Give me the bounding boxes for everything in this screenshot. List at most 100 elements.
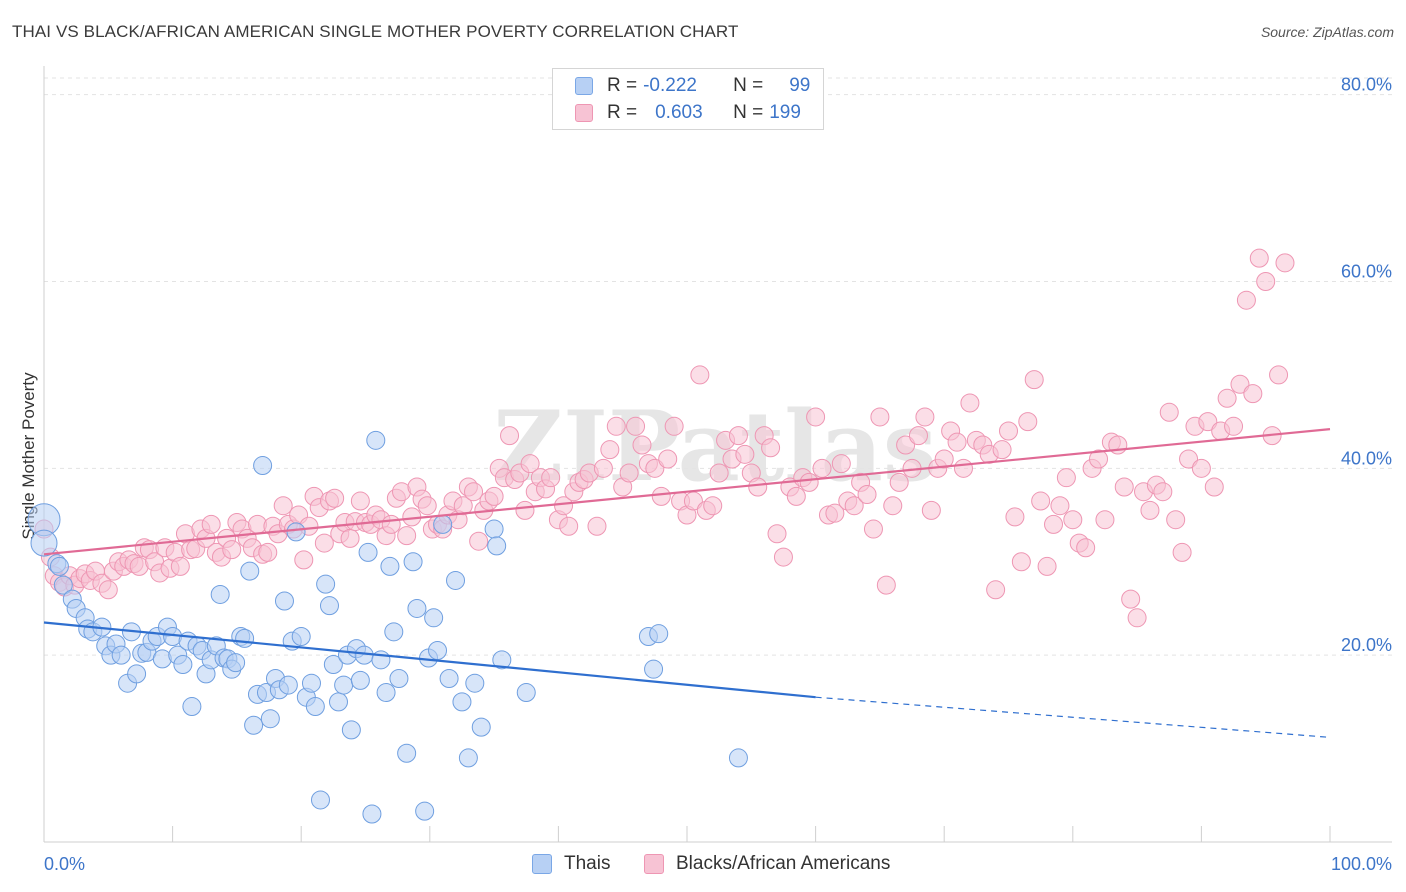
data-point [863,519,883,539]
y-axis-label: Single Mother Poverty [19,372,38,540]
data-point [389,669,409,689]
data-point [703,496,723,516]
r-value: -0.222 [643,75,697,96]
data-point [626,416,646,436]
data-point [439,669,459,689]
data-point [53,575,73,595]
data-point [403,552,423,572]
data-point [644,659,664,679]
data-point [1159,402,1179,422]
y-tick-label: 60.0% [1341,262,1392,282]
data-point [1249,248,1269,268]
data-point [748,477,768,497]
data-point [1063,510,1083,530]
data-point [464,482,484,502]
data-point [316,574,336,594]
data-point [182,697,202,717]
data-point [446,570,466,590]
data-point [1236,290,1256,310]
data-point [222,540,242,560]
data-point [761,438,781,458]
blacks-swatch [575,104,593,122]
data-point [358,542,378,562]
data-point [173,655,193,675]
blacks-legend-swatch [644,854,664,874]
data-point [767,524,787,544]
data-point [314,533,334,553]
data-point [328,692,348,712]
source-label: Source: ZipAtlas.com [1260,24,1394,40]
data-point [825,503,845,523]
blacks-legend-label: Blacks/African Americans [676,853,891,874]
data-point [325,488,345,508]
data-point [1076,538,1096,558]
x-tick-label: 0.0% [44,854,85,874]
data-point [999,421,1018,441]
data-point [960,393,980,413]
data-point [111,645,131,665]
data-point [30,529,58,557]
data-point [170,556,190,576]
data-point [1011,552,1031,572]
data-point [1153,482,1173,502]
data-point [690,365,710,385]
data-point [554,496,574,516]
data-point [244,715,264,735]
data-point [606,416,626,436]
data-point [417,496,437,516]
data-point [381,514,401,534]
trend-line-extension [815,696,1331,738]
data-point [1256,272,1276,292]
data-point [484,519,504,539]
data-point [407,598,427,618]
data-point [831,454,851,474]
data-point [500,426,520,446]
data-point [1127,608,1147,628]
data-point [273,496,293,516]
data-point [1217,388,1237,408]
data-point [728,748,748,768]
data-point [786,486,806,506]
data-point [1056,468,1076,488]
data-point [806,407,826,427]
data-point [649,624,669,644]
data-point [1269,365,1289,385]
data-point [1191,458,1211,478]
data-point [226,653,246,673]
data-point [857,484,877,504]
data-point [600,440,620,460]
data-point [1031,491,1051,511]
trend-line-blacks [43,428,1331,556]
legend-item-blacks[interactable]: Blacks/African Americans [644,852,890,876]
data-point [201,514,221,534]
data-point [210,584,230,604]
data-point [484,486,504,506]
data-point [492,650,512,670]
data-point [812,458,832,478]
data-point [1204,477,1224,497]
data-point [310,790,330,810]
data-point [541,468,561,488]
data-point [1224,416,1244,436]
data-point [934,449,954,469]
data-point [350,491,370,511]
data-point [49,556,69,576]
x-tick-label: 100.0% [1331,854,1392,874]
data-point [889,472,909,492]
data-point [340,528,360,548]
data-point [452,692,472,712]
data-point [323,655,343,675]
thais-legend-label: Thais [564,853,611,874]
data-point [319,596,339,616]
data-point [384,622,404,642]
r-label: R = [607,102,638,123]
data-point [870,407,890,427]
legend-item-thais[interactable]: Thais [532,852,610,876]
y-tick-label: 40.0% [1341,448,1392,468]
data-point [1275,253,1295,273]
data-point [799,472,819,492]
data-point [471,717,491,737]
data-point [587,516,607,536]
thais-legend-swatch [532,854,552,874]
